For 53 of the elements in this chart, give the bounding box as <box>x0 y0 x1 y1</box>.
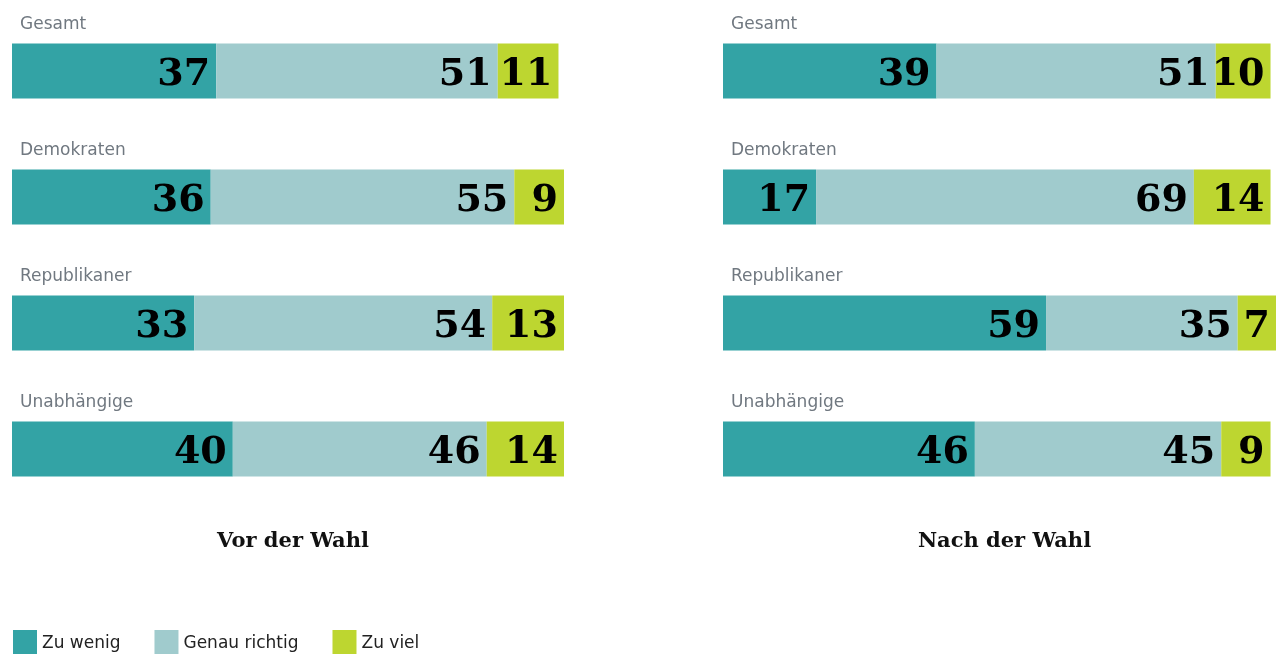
data-label: 45 <box>1162 426 1216 472</box>
data-label: 14 <box>505 426 558 472</box>
bar <box>723 421 975 477</box>
y-tick-label: Unabhängige <box>731 390 845 411</box>
data-label: 11 <box>499 48 553 94</box>
text: Vor der Wahl <box>216 527 369 552</box>
data-label: 55 <box>455 174 509 220</box>
data-label: 69 <box>1134 174 1188 220</box>
legend-label: Zu viel <box>361 632 420 652</box>
bar <box>723 295 1047 351</box>
data-label: 40 <box>173 426 227 472</box>
bar <box>723 43 937 99</box>
y-tick-label: Gesamt <box>731 12 798 33</box>
y-tick-label: Republikaner <box>20 264 132 285</box>
data-label: 10 <box>1211 48 1265 94</box>
data-label: 9 <box>1238 426 1265 472</box>
bar <box>974 421 1222 477</box>
data-label: 51 <box>438 48 492 94</box>
data-label: 46 <box>915 426 969 472</box>
data-label: 7 <box>1243 300 1270 346</box>
bar <box>1046 295 1238 351</box>
data-label: 37 <box>157 48 211 94</box>
data-label: 9 <box>531 174 558 220</box>
bar <box>816 169 1194 225</box>
data-label: 36 <box>151 174 205 220</box>
data-label: 17 <box>757 174 811 220</box>
y-tick-label: Demokraten <box>731 138 837 159</box>
data-label: 39 <box>877 48 931 94</box>
bar <box>194 295 493 351</box>
text: Nach der Wahl <box>917 527 1092 552</box>
bar <box>12 43 217 99</box>
legend-label: Zu wenig <box>42 632 121 652</box>
bar <box>12 295 195 351</box>
bar <box>232 421 487 477</box>
bar <box>723 169 817 225</box>
data-label: 35 <box>1178 300 1232 346</box>
y-tick-label: Demokraten <box>20 138 126 159</box>
y-tick-label: Unabhängige <box>20 390 134 411</box>
data-label: 46 <box>427 426 481 472</box>
bar <box>210 169 515 225</box>
bar <box>936 43 1216 99</box>
data-label: 14 <box>1211 174 1265 220</box>
data-label: 54 <box>433 300 487 346</box>
y-tick-label: Republikaner <box>731 264 843 285</box>
data-label: 59 <box>987 300 1041 346</box>
bar <box>12 421 233 477</box>
bar <box>216 43 498 99</box>
legend-label: Genau richtig <box>183 632 299 652</box>
y-tick-label: Gesamt <box>20 12 87 33</box>
bar <box>12 169 211 225</box>
data-label: 51 <box>1156 48 1210 94</box>
data-label: 33 <box>135 300 189 346</box>
data-label: 13 <box>505 300 558 346</box>
